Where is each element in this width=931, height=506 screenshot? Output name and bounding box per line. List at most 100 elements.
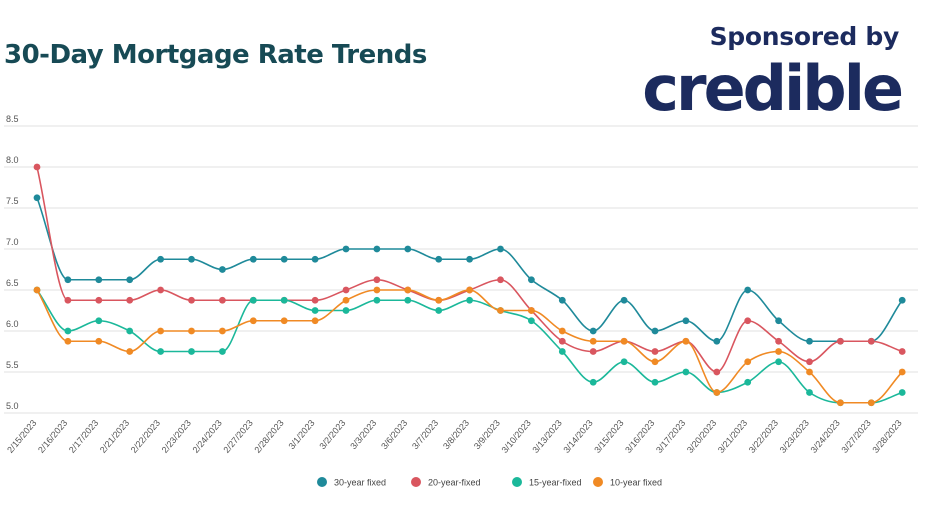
x-tick-label: 3/17/2023 [654,418,687,455]
data-point [219,327,226,335]
data-point [95,276,103,284]
data-point [898,389,906,396]
y-tick-label: 6.0 [6,319,19,329]
data-point [249,296,257,304]
data-point [682,368,690,376]
legend-item[interactable]: 30-year fixed [317,477,386,488]
data-point [373,296,381,304]
legend-marker [593,477,603,487]
x-tick-label: 3/13/2023 [530,418,563,455]
data-point [589,327,597,335]
data-point [342,307,350,314]
x-tick-label: 3/9/2023 [472,418,502,451]
x-tick-label: 3/22/2023 [747,418,780,455]
data-point [435,296,443,304]
data-point [651,378,659,386]
data-point [249,317,257,325]
series-20-year-fixed [33,163,906,376]
x-tick-label: 2/28/2023 [252,418,285,455]
data-point [898,368,906,376]
x-tick-label: 3/15/2023 [592,418,625,455]
legend-item[interactable]: 20-year-fixed [411,477,481,488]
data-point [126,276,134,284]
y-tick-label: 5.0 [6,401,19,411]
data-point [898,296,906,304]
data-point [33,194,41,202]
data-point [188,327,195,335]
x-tick-label: 3/20/2023 [685,418,718,455]
x-tick-label: 3/7/2023 [410,418,440,451]
data-point [620,358,628,366]
y-tick-label: 8.0 [6,155,19,165]
data-point [373,286,381,294]
data-point [867,337,875,345]
data-point [311,317,319,325]
y-tick-label: 7.0 [6,237,19,247]
data-point [64,337,72,345]
data-point [837,337,844,345]
x-tick-label: 3/21/2023 [716,418,749,455]
data-point [898,348,906,355]
y-tick-label: 6.5 [6,278,19,288]
data-point [744,286,752,294]
legend-item[interactable]: 10-year fixed [593,477,662,488]
data-point [620,337,628,345]
data-point [157,286,165,294]
data-point [775,337,782,345]
data-point [466,255,473,263]
data-point [157,327,165,335]
data-point [558,337,566,345]
data-point [682,317,690,325]
data-point [528,317,535,325]
data-point [528,276,535,284]
legend-item[interactable]: 15-year-fixed [512,477,582,488]
data-point [682,337,690,345]
data-point [95,296,103,304]
data-point [33,163,41,171]
data-point [219,266,226,273]
legend-label: 30-year fixed [334,478,386,488]
data-point [311,296,319,304]
series-15-year-fixed [33,286,906,407]
data-point [64,276,72,284]
data-point [64,296,72,304]
data-point [188,255,195,263]
x-tick-label: 3/24/2023 [809,418,842,455]
chart-title: 30-Day Mortgage Rate Trends [4,40,427,70]
data-point [806,389,813,396]
x-tick-label: 2/15/2023 [5,418,38,455]
data-point [651,348,659,355]
data-point [713,368,721,376]
legend-marker [512,477,522,487]
x-tick-label: 3/6/2023 [379,418,409,451]
series-line [36,289,903,404]
legend-marker [411,477,421,487]
x-tick-label: 2/21/2023 [98,418,131,455]
data-point [497,245,504,253]
data-point [744,358,752,366]
data-point [558,296,566,304]
series-line [36,166,903,373]
data-point [188,296,195,304]
data-point [651,358,659,366]
x-tick-label: 2/24/2023 [191,418,224,455]
data-point [558,327,566,335]
data-point [280,317,288,325]
data-point [404,245,412,253]
series-30-year-fixed [33,194,906,345]
x-tick-label: 3/10/2023 [500,418,533,455]
y-tick-label: 7.5 [6,196,19,206]
data-point [342,245,350,253]
data-point [497,276,504,284]
data-point [188,348,195,355]
series-lines [33,163,906,407]
x-tick-label: 2/16/2023 [36,418,69,455]
data-point [435,255,443,263]
data-point [95,337,103,345]
data-point [280,296,288,304]
series-line [36,197,903,343]
x-tick-label: 3/3/2023 [348,418,378,451]
data-point [806,337,813,345]
x-tick-label: 3/8/2023 [441,418,471,451]
legend: 30-year fixed 20-year-fixed 15-year-fixed 1… [317,477,662,488]
